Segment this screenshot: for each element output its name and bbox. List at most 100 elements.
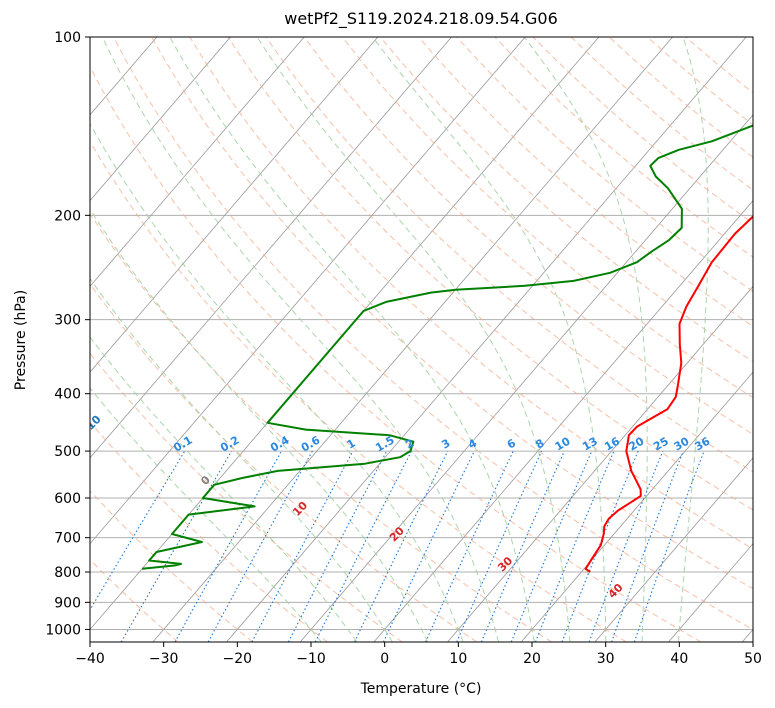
mixing-ratio-line <box>561 450 639 642</box>
moist-adiabat <box>90 277 393 642</box>
mixing-ratio-label: 8 <box>533 437 546 452</box>
mixing-ratio-line <box>456 450 543 642</box>
mixing-ratio-line <box>588 450 664 642</box>
y-axis-label: Pressure (hPa) <box>13 290 29 390</box>
y-tick-label: 1000 <box>45 622 81 638</box>
series-layer <box>141 124 753 573</box>
mixing-ratio-line <box>534 450 615 642</box>
mixing-ratio-line <box>611 450 684 642</box>
dry-adiabat-label: 10 <box>290 499 310 519</box>
x-tick-label: 30 <box>597 651 615 667</box>
mixing-ratio-line <box>510 450 593 642</box>
y-tick-label: 900 <box>54 595 81 611</box>
moist-adiabat <box>90 122 464 642</box>
plot-frame <box>89 36 754 643</box>
dry-adiabat <box>0 37 66 642</box>
grid-layer <box>0 37 753 642</box>
dry-adiabat-label: 20 <box>387 524 407 544</box>
isopleth-labels: 0.10.20.40.611.52346810131620253036-100-… <box>8 395 713 601</box>
mixing-ratio-line <box>382 450 475 642</box>
y-axis: 100 200 300 400 500 600 700 800 900 1000 <box>45 30 90 638</box>
chart-title: wetPf2_S119.2024.218.09.54.G06 <box>284 9 558 29</box>
dry-adiabat <box>90 352 403 642</box>
isotherm-line <box>373 200 753 642</box>
isotherm-line <box>90 37 379 373</box>
mixing-ratio-line <box>288 450 388 642</box>
dry-adiabat-label: 30 <box>495 554 515 574</box>
mixing-ratio-line <box>251 450 354 642</box>
moist-adiabat <box>169 37 535 642</box>
dry-adiabat <box>113 37 753 630</box>
mixing-ratio-label: 4 <box>466 436 479 451</box>
mixing-ratio-label: 3 <box>439 437 452 452</box>
mixing-ratio-line <box>633 450 705 642</box>
isotherm-line <box>90 37 231 202</box>
dry-adiabat-label: 40 <box>606 581 626 601</box>
dry-adiabat <box>380 37 753 363</box>
dry-adiabat <box>189 37 753 550</box>
x-tick-label: −30 <box>149 651 179 667</box>
dry-adiabat <box>303 37 753 435</box>
mixing-ratio-line <box>354 450 449 642</box>
isotherm-line <box>90 37 305 287</box>
mixing-ratio-line <box>314 450 412 642</box>
x-tick-label: 0 <box>380 651 389 667</box>
isotherm-line <box>594 457 753 642</box>
isotherm-line <box>90 37 526 545</box>
isotherm-line <box>90 37 452 459</box>
x-tick-label: −40 <box>75 651 105 667</box>
x-tick-label: −10 <box>296 651 326 667</box>
y-tick-label: 400 <box>54 387 81 403</box>
moist-adiabat <box>90 387 322 642</box>
y-tick-label: 600 <box>54 491 81 507</box>
y-tick-label: 700 <box>54 531 81 547</box>
dry-adiabat <box>90 65 702 642</box>
isotherm-line <box>152 37 673 642</box>
dry-adiabat <box>227 37 753 511</box>
dry-adiabat-label: -20 <box>8 395 31 418</box>
dry-adiabat <box>90 489 254 642</box>
mixing-ratio-label: 2 <box>403 437 416 452</box>
dry-adiabat <box>532 37 753 224</box>
x-tick-label: 50 <box>744 651 762 667</box>
dry-adiabat <box>341 37 753 399</box>
dry-adiabat <box>265 37 753 473</box>
y-tick-label: 800 <box>54 565 81 581</box>
x-axis-label: Temperature (°C) <box>360 681 482 697</box>
mixing-ratio-line <box>120 450 233 642</box>
y-tick-label: 300 <box>54 313 81 329</box>
dry-adiabat <box>90 212 552 642</box>
x-tick-label: 10 <box>449 651 467 667</box>
isotherm-line <box>668 543 753 642</box>
isotherm-line <box>0 37 10 642</box>
dry-adiabat <box>90 559 179 642</box>
dry-adiabat <box>685 37 753 94</box>
mixing-ratio-label: 6 <box>505 436 518 451</box>
y-tick-label: 100 <box>54 30 81 46</box>
isotherm-line <box>226 37 747 642</box>
moist-adiabat <box>372 37 607 642</box>
isotherm-line <box>299 114 753 642</box>
moist-adiabat <box>90 336 358 642</box>
dry-adiabat <box>90 283 478 642</box>
moist-adiabat <box>256 37 571 642</box>
mixing-ratio-line <box>480 450 565 642</box>
moist-adiabat <box>523 37 648 642</box>
dewpoint-profile <box>141 124 753 570</box>
mixing-ratio-line <box>207 450 313 642</box>
temperature-profile <box>584 215 753 573</box>
moist-adiabat <box>677 37 709 642</box>
dry-adiabat <box>151 37 753 590</box>
mixing-ratio-line <box>425 450 514 642</box>
dry-adiabat <box>90 140 627 642</box>
isotherm-line <box>447 285 753 642</box>
x-tick-label: −20 <box>223 651 253 667</box>
moist-adiabat <box>90 208 429 642</box>
mixing-ratio-line <box>174 450 283 642</box>
dry-adiabat-label: -10 <box>80 412 103 435</box>
dry-adiabat <box>494 37 753 258</box>
x-tick-label: 20 <box>523 651 541 667</box>
y-tick-label: 200 <box>54 208 81 224</box>
isotherm-line <box>520 371 753 642</box>
